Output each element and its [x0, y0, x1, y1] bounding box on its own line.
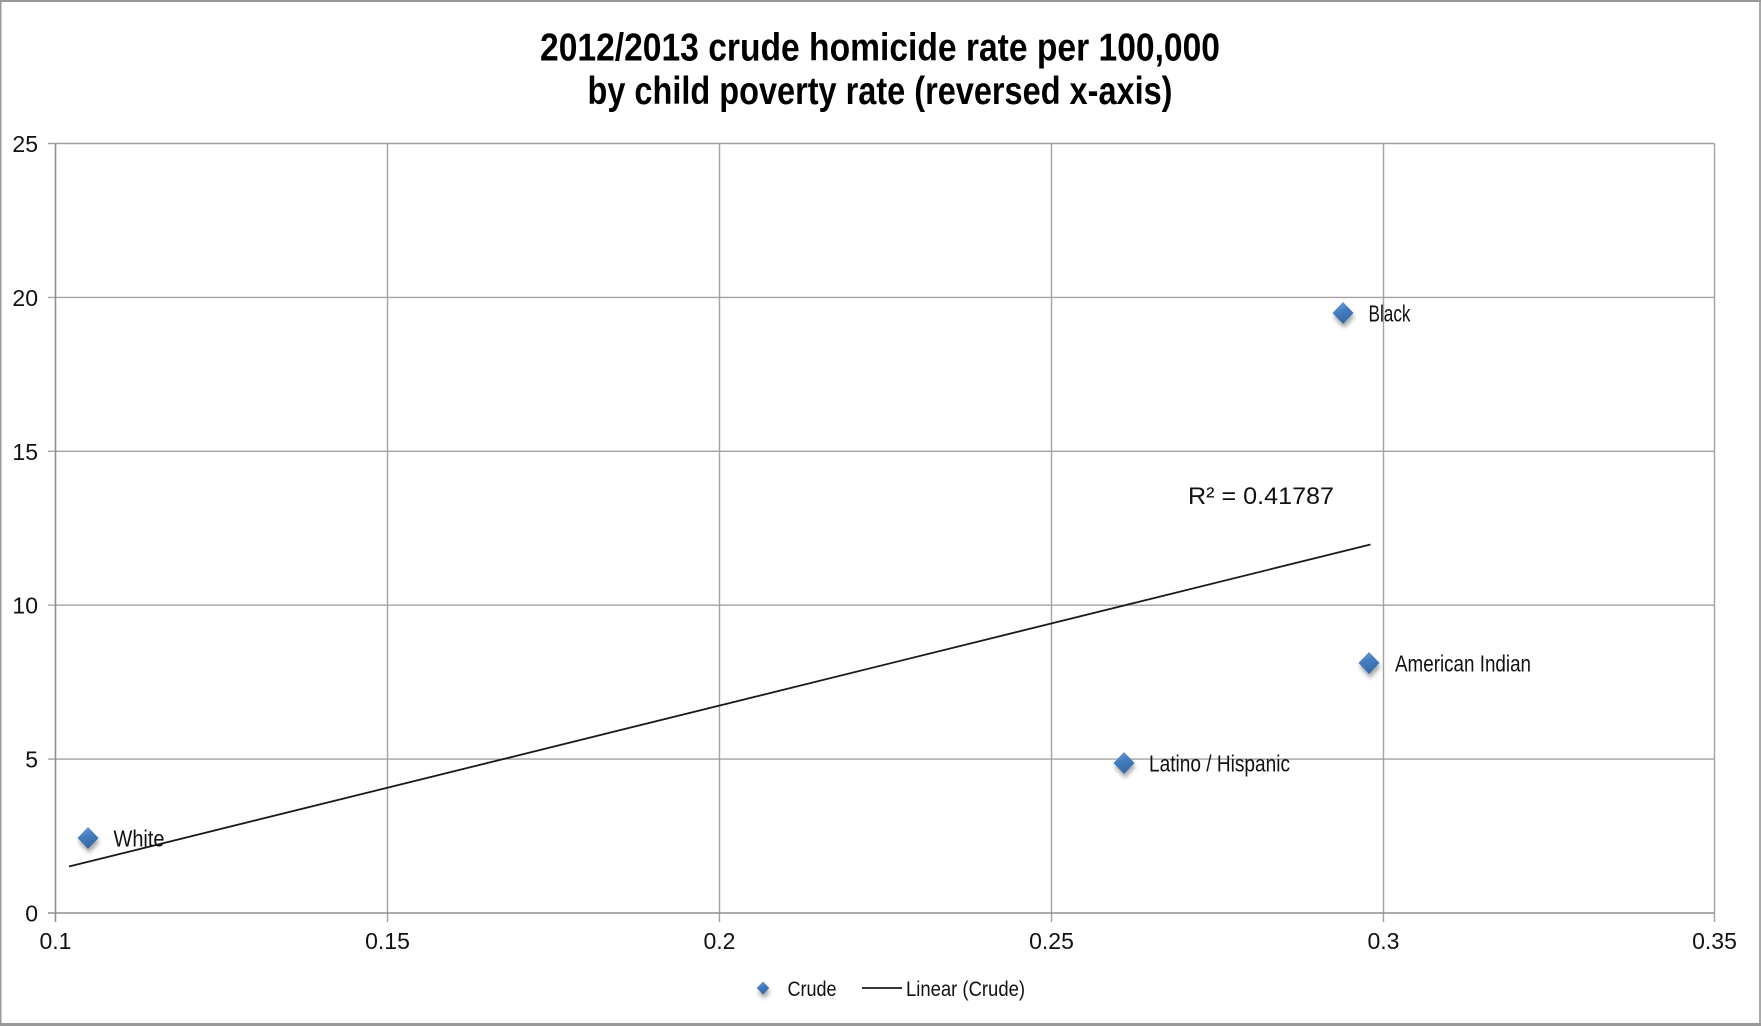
- svg-text:15: 15: [12, 439, 38, 465]
- svg-text:Latino / Hispanic: Latino / Hispanic: [1149, 751, 1290, 777]
- svg-text:0.2: 0.2: [704, 928, 736, 954]
- svg-text:10: 10: [12, 593, 38, 619]
- svg-text:0.1: 0.1: [40, 928, 72, 954]
- svg-text:White: White: [114, 826, 165, 852]
- svg-text:5: 5: [25, 747, 38, 773]
- svg-text:Black: Black: [1369, 301, 1411, 327]
- svg-text:0.3: 0.3: [1368, 928, 1400, 954]
- svg-text:by child poverty rate (reverse: by child poverty rate (reversed x-axis): [588, 70, 1173, 113]
- svg-text:0: 0: [25, 901, 38, 927]
- svg-text:0.25: 0.25: [1029, 928, 1074, 954]
- svg-text:2012/2013 crude homicide rate: 2012/2013 crude homicide rate per 100,00…: [540, 27, 1220, 70]
- svg-text:0.15: 0.15: [365, 928, 410, 954]
- svg-text:R² = 0.41787: R² = 0.41787: [1188, 483, 1334, 510]
- svg-text:Crude: Crude: [788, 978, 837, 1001]
- svg-text:20: 20: [12, 285, 38, 311]
- svg-text:American Indian: American Indian: [1395, 651, 1531, 677]
- svg-text:25: 25: [12, 131, 38, 157]
- svg-text:0.35: 0.35: [1692, 928, 1737, 954]
- svg-text:Linear (Crude): Linear (Crude): [906, 978, 1025, 1001]
